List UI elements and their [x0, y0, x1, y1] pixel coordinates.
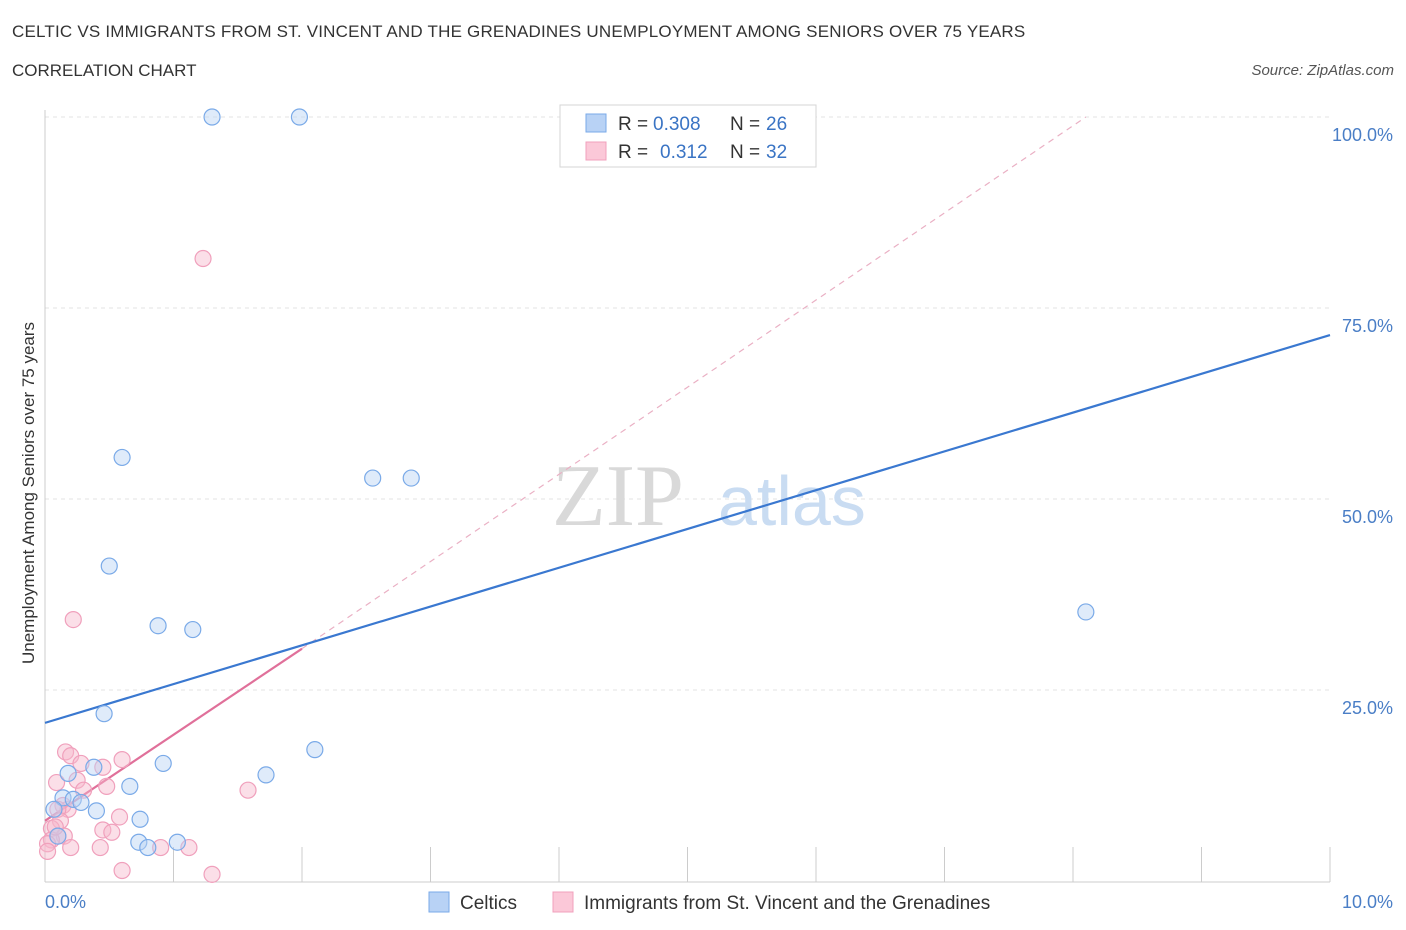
celtics-point: [121, 777, 139, 795]
celtics-trend-line: [44, 333, 1331, 724]
x-tick-label-max: 10.0%: [1342, 892, 1393, 912]
legend-r-value-immigrants: 0.312: [660, 142, 708, 163]
immigrants-point: [103, 823, 121, 841]
legend-n-label-immigrants: N =: [730, 142, 760, 163]
immigrants-point: [203, 865, 221, 883]
celtics-point: [154, 754, 172, 773]
y-axis-label: Unemployment Among Seniors over 75 years: [19, 322, 38, 664]
celtics-point: [100, 557, 118, 575]
y-tick-label-25: 25.0%: [1342, 698, 1393, 718]
immigrants-point: [64, 611, 82, 629]
series-legend-label-immigrants: Immigrants from St. Vincent and the Gren…: [584, 893, 990, 914]
immigrants-point: [113, 861, 131, 880]
immigrants-point: [98, 777, 116, 795]
legend-n-value-celtics: 26: [766, 114, 787, 135]
celtics-point: [59, 764, 77, 782]
celtics-point: [257, 766, 275, 784]
celtics-point: [184, 620, 202, 639]
y-tick-label-50: 50.0%: [1342, 507, 1393, 527]
series-legend: Celtics Immigrants from St. Vincent and …: [428, 891, 990, 914]
data-points: [38, 108, 1095, 883]
chart-title: CELTIC VS IMMIGRANTS FROM ST. VINCENT AN…: [12, 22, 1026, 41]
celtics-point: [87, 802, 106, 820]
immigrants-point: [194, 249, 212, 268]
series-legend-swatch-celtics: [428, 891, 450, 913]
celtics-point: [168, 833, 186, 851]
watermark-atlas: atlas: [718, 462, 866, 540]
celtics-point: [45, 800, 63, 818]
celtics-point: [203, 108, 221, 126]
immigrants-point: [239, 781, 257, 799]
x-tick-label-min: 0.0%: [45, 892, 86, 912]
immigrants-point: [47, 773, 66, 792]
immigrants-point: [110, 808, 129, 826]
immigrants-point: [72, 754, 90, 773]
immigrants-point: [38, 842, 57, 861]
series-legend-swatch-immigrants: [552, 891, 574, 913]
legend-r-label-celtics: R =: [618, 114, 648, 135]
celtics-point: [130, 833, 148, 851]
celtics-point: [131, 810, 149, 828]
celtics-point: [113, 448, 131, 467]
immigrants-point: [62, 838, 80, 857]
source-label: Source: ZipAtlas.com: [1251, 62, 1394, 79]
immigrants-point: [91, 838, 109, 857]
celtics-point: [1077, 603, 1095, 621]
celtics-point: [290, 108, 309, 126]
celtics-point: [85, 758, 103, 776]
immigrants-point: [68, 771, 86, 789]
watermark-zip: ZIP: [552, 448, 684, 545]
trend-lines: [44, 116, 1331, 822]
celtics-point: [402, 469, 420, 487]
legend-n-label-celtics: N =: [730, 114, 760, 135]
x-axis-ticks: [44, 847, 1331, 882]
celtics-point: [95, 705, 113, 723]
immigrants-point: [152, 838, 170, 857]
celtics-point: [149, 617, 167, 635]
celtics-point: [49, 827, 67, 845]
y-tick-label-75: 75.0%: [1342, 316, 1393, 336]
legend-r-value-celtics: 0.308: [653, 114, 701, 135]
stats-legend: R = 0.308 N = 26 R = 0.312 N = 32: [559, 104, 817, 168]
legend-swatch-immigrants: [585, 141, 607, 161]
y-tick-label-100: 100.0%: [1332, 125, 1393, 145]
celtics-point: [306, 741, 324, 759]
celtics-point: [72, 793, 90, 812]
chart-subtitle: CORRELATION CHART: [12, 61, 197, 80]
celtics-point: [364, 469, 382, 487]
immigrants-trend-line: [44, 647, 303, 822]
legend-r-label-immigrants: R =: [618, 142, 648, 163]
legend-swatch-celtics: [585, 113, 607, 133]
immigrants-trend-extension: [301, 116, 1087, 650]
celtics-point: [139, 838, 157, 857]
legend-n-value-immigrants: 32: [766, 142, 787, 163]
series-legend-label-celtics: Celtics: [460, 893, 517, 914]
immigrants-point: [94, 758, 112, 776]
immigrants-point: [113, 750, 131, 769]
